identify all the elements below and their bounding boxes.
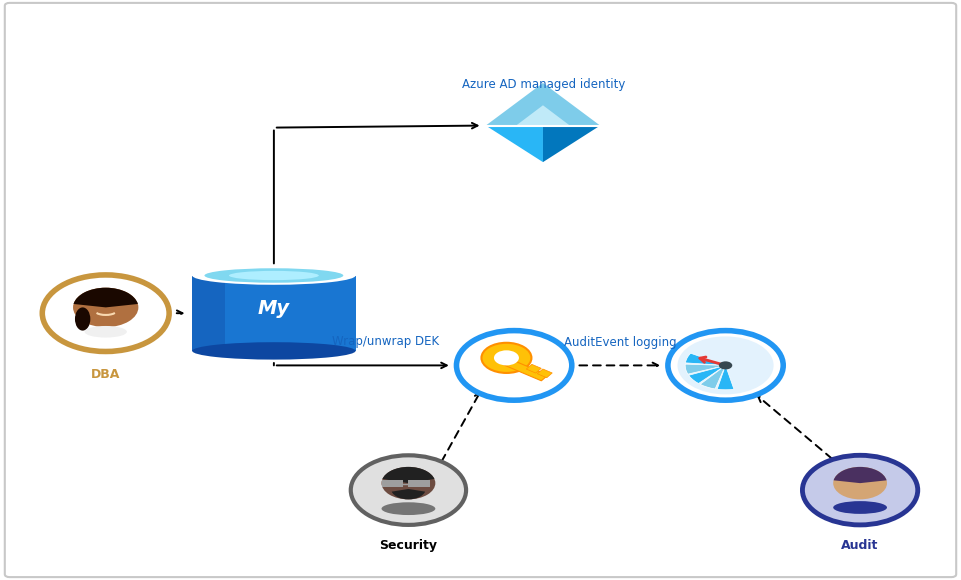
Bar <box>408 480 430 487</box>
FancyBboxPatch shape <box>5 3 956 577</box>
Bar <box>382 480 403 487</box>
Text: AuditEvent logging: AuditEvent logging <box>563 336 677 349</box>
Circle shape <box>42 275 169 351</box>
Ellipse shape <box>833 501 887 514</box>
Text: DBA: DBA <box>91 368 120 380</box>
Circle shape <box>73 288 138 327</box>
Polygon shape <box>485 83 600 126</box>
Ellipse shape <box>205 268 343 283</box>
Ellipse shape <box>382 502 435 515</box>
Wedge shape <box>392 489 425 499</box>
Circle shape <box>494 350 519 365</box>
Wedge shape <box>685 364 726 374</box>
Polygon shape <box>543 126 600 162</box>
Text: Azure AD managed identity: Azure AD managed identity <box>462 78 626 92</box>
Circle shape <box>719 361 732 369</box>
Circle shape <box>382 467 435 499</box>
Ellipse shape <box>229 271 319 280</box>
Circle shape <box>678 336 774 394</box>
Circle shape <box>668 331 783 400</box>
Text: Security: Security <box>380 539 437 552</box>
Circle shape <box>351 455 466 525</box>
Wedge shape <box>685 353 726 365</box>
Polygon shape <box>485 126 543 162</box>
Wedge shape <box>74 288 137 307</box>
Polygon shape <box>516 106 570 126</box>
Ellipse shape <box>192 342 356 360</box>
Wedge shape <box>382 467 434 483</box>
Bar <box>537 369 553 378</box>
Text: Audit: Audit <box>842 539 878 552</box>
Wedge shape <box>689 365 726 383</box>
Bar <box>527 364 541 373</box>
Text: My: My <box>258 299 290 318</box>
Ellipse shape <box>75 307 90 331</box>
Ellipse shape <box>192 266 356 285</box>
Wedge shape <box>701 365 726 389</box>
Wedge shape <box>717 365 734 390</box>
Bar <box>504 359 548 381</box>
Circle shape <box>802 455 918 525</box>
Text: Wrap/unwrap DEK: Wrap/unwrap DEK <box>332 335 438 348</box>
Wedge shape <box>833 467 887 483</box>
Bar <box>192 276 225 351</box>
Circle shape <box>456 331 572 400</box>
Ellipse shape <box>85 326 127 338</box>
Circle shape <box>481 343 531 373</box>
Bar <box>192 276 356 351</box>
Circle shape <box>833 467 887 499</box>
